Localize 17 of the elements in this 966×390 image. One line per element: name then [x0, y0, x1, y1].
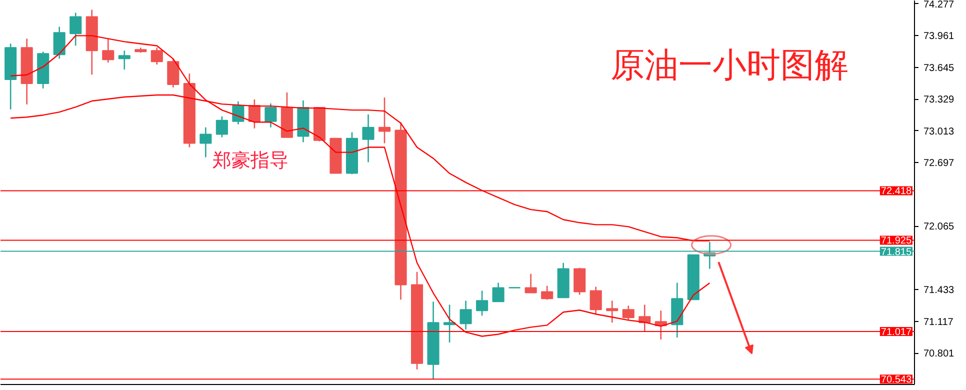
y-tick-label: 72.065	[924, 222, 955, 233]
y-tick-label: 71.117	[924, 316, 954, 328]
y-tick-label: 70.801	[924, 348, 955, 360]
ref-line-label: 72.418	[880, 186, 912, 198]
annotation: 郑豪指导	[212, 150, 288, 172]
ref-line-label: 71.815	[880, 246, 912, 258]
text: 原油一小时图解	[610, 46, 848, 84]
y-tick-label: 73.013	[924, 126, 955, 138]
y-tick-label: 73.645	[924, 62, 955, 74]
ref-line-label: 71.925	[880, 236, 912, 247]
y-tick-label: 72.697	[924, 158, 955, 170]
ref-line-label: 70.543	[880, 374, 912, 386]
y-tick-label: 74.277	[924, 0, 955, 10]
y-tick-label: 73.329	[924, 94, 955, 106]
y-tick-label: 73.961	[924, 31, 955, 42]
y-tick-label: 71.433	[924, 285, 955, 296]
ref-line-label: 71.017	[880, 327, 912, 338]
